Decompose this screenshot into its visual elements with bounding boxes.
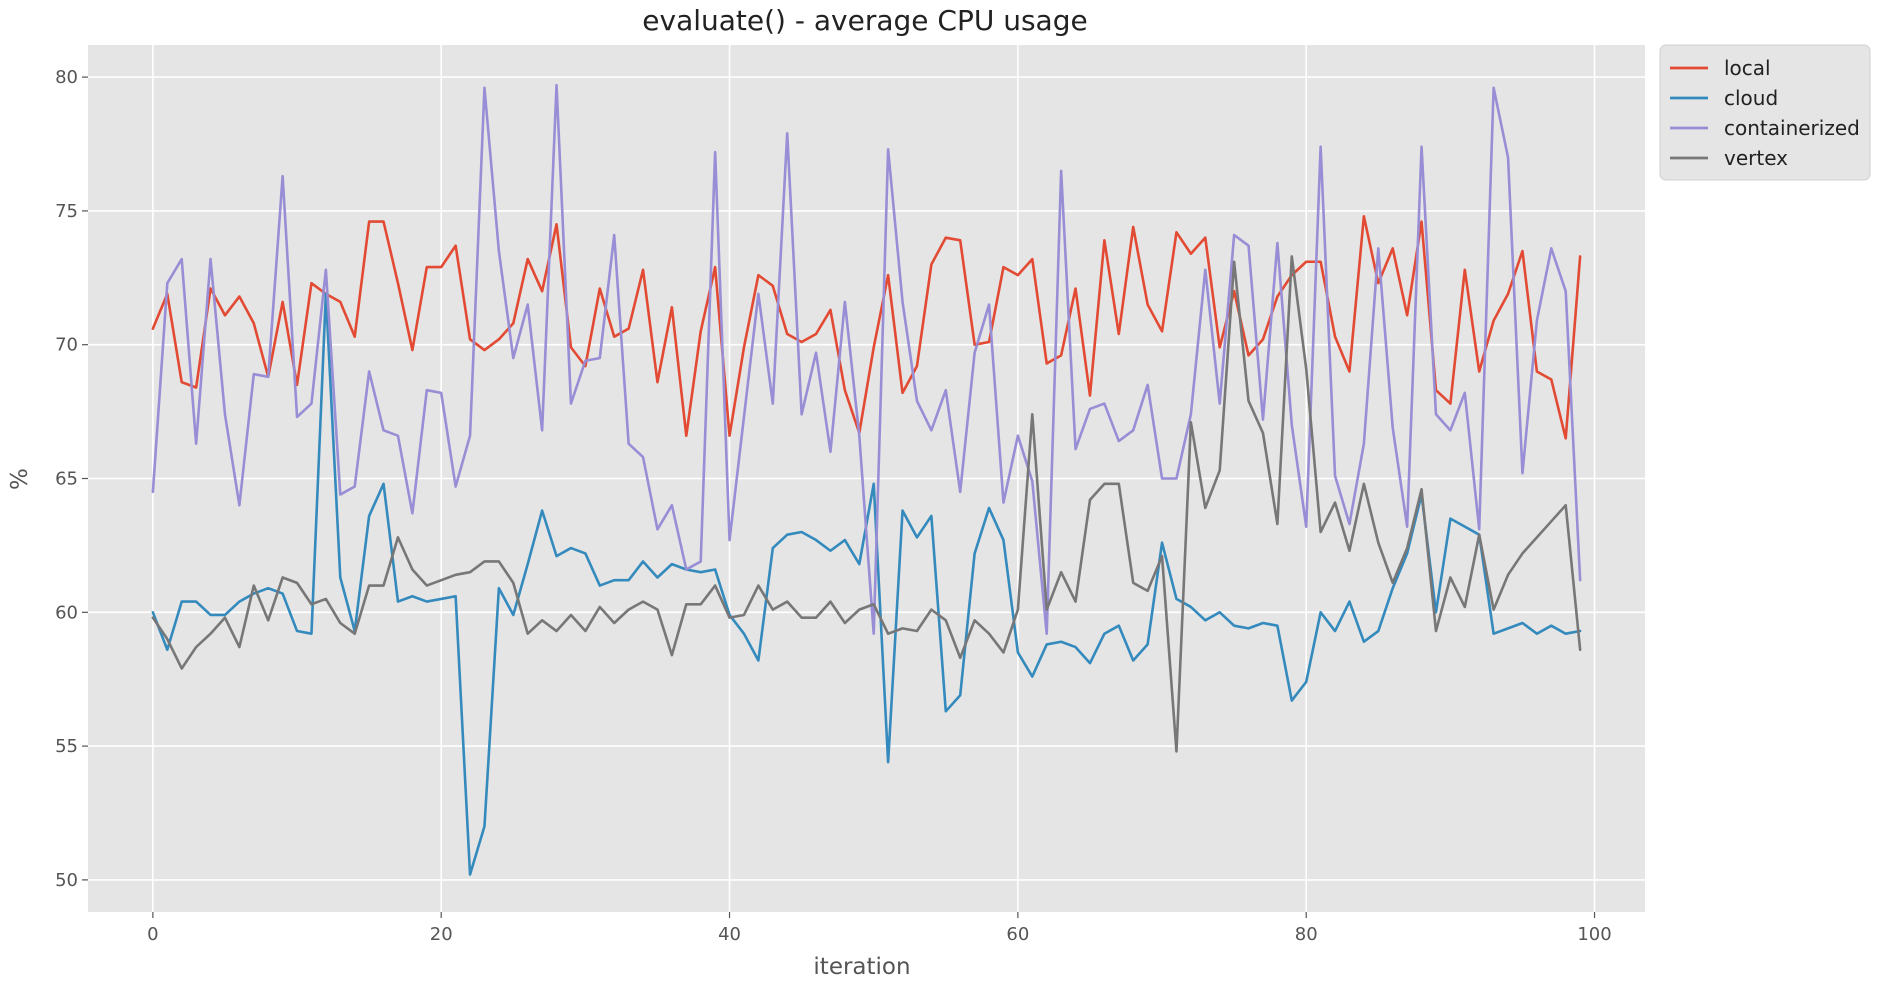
y-tick-label-6: 80	[55, 67, 78, 88]
series-line-containerized	[151, 83, 1582, 636]
series-line-local	[151, 214, 1582, 440]
x-tick-label-2: 40	[718, 924, 741, 945]
y-tick-label-0: 50	[55, 870, 78, 891]
x-tick-label-1: 20	[430, 924, 453, 945]
legend-label-vertex: vertex	[1724, 146, 1788, 170]
x-tick-label-4: 80	[1295, 924, 1318, 945]
legend-label-containerized: containerized	[1724, 116, 1860, 140]
tick-layer: 0 20 40 60 80 100 50 55 60 65 70 75 80	[55, 67, 1612, 945]
x-axis-title: iteration	[813, 954, 910, 980]
x-tick-label-5: 100	[1577, 924, 1611, 945]
y-tick-label-3: 65	[55, 469, 78, 490]
legend-items: local cloud containerized vertex	[1670, 56, 1860, 170]
legend-box	[1659, 44, 1871, 181]
series-line-vertex	[151, 255, 1582, 753]
x-tick-label-0: 0	[147, 924, 158, 945]
y-axis-title: %	[7, 468, 33, 490]
y-tick-label-2: 60	[55, 602, 78, 623]
series-layer	[151, 83, 1582, 876]
x-tick-label-3: 60	[1006, 924, 1029, 945]
y-tick-label-4: 70	[55, 335, 78, 356]
legend-label-cloud: cloud	[1724, 86, 1778, 110]
y-tick-label-1: 55	[55, 736, 78, 757]
y-tick-label-5: 75	[55, 201, 78, 222]
chart-title: evaluate() - average CPU usage	[642, 4, 1087, 37]
legend: local cloud containerized vertex	[1659, 44, 1871, 181]
legend-label-local: local	[1724, 56, 1771, 80]
